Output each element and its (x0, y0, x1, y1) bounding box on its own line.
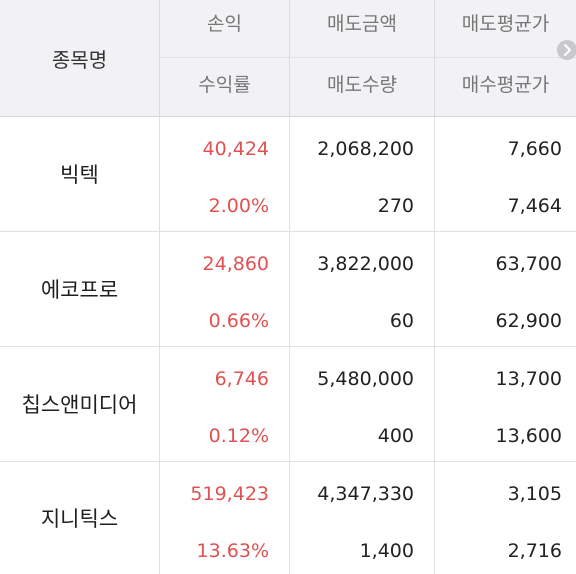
header-sell-amount[interactable]: 매도금액 (327, 13, 397, 35)
sell-amount-value: 5,480,000 (317, 368, 414, 390)
average-cell: 3,105 2,716 (435, 462, 576, 574)
sell-amount-value: 2,068,200 (317, 138, 414, 160)
header-profit[interactable]: 손익 (207, 13, 242, 35)
return-rate-value: 0.12% (208, 425, 269, 447)
sell-average-value: 3,105 (507, 483, 562, 505)
stock-name[interactable]: 에코프로 (0, 232, 160, 346)
profit-value: 6,746 (214, 368, 269, 390)
sell-cell: 3,822,000 60 (290, 232, 435, 346)
profit-cell: 40,424 2.00% (160, 117, 290, 231)
table-row[interactable]: 에코프로 24,860 0.66% 3,822,000 60 63,700 62… (0, 232, 576, 347)
buy-average-value: 2,716 (507, 540, 562, 562)
profit-value: 519,423 (190, 483, 269, 505)
buy-average-value: 62,900 (495, 310, 562, 332)
table-row[interactable]: 빅텍 40,424 2.00% 2,068,200 270 7,660 7,46… (0, 117, 576, 232)
sell-quantity-value: 60 (389, 310, 414, 332)
sell-average-value: 7,660 (507, 138, 562, 160)
header-sell-column: 매도금액 매도수량 (290, 0, 435, 116)
average-cell: 7,660 7,464 (435, 117, 576, 231)
average-cell: 63,700 62,900 (435, 232, 576, 346)
profit-cell: 519,423 13.63% (160, 462, 290, 574)
header-average-column: 매도평균가 매수평균가 (435, 0, 576, 116)
header-profit-column: 손익 수익률 (160, 0, 290, 116)
sell-amount-value: 3,822,000 (317, 253, 414, 275)
header-divider (160, 57, 289, 58)
return-rate-value: 0.66% (208, 310, 269, 332)
sell-amount-value: 4,347,330 (317, 483, 414, 505)
profit-value: 40,424 (202, 138, 269, 160)
header-divider (435, 57, 576, 58)
profit-cell: 24,860 0.66% (160, 232, 290, 346)
stock-name[interactable]: 지니틱스 (0, 462, 160, 574)
return-rate-value: 13.63% (196, 540, 269, 562)
header-sell-average[interactable]: 매도평균가 (461, 13, 550, 35)
header-return-rate[interactable]: 수익률 (198, 74, 251, 96)
header-stock-name[interactable]: 종목명 (0, 0, 160, 116)
sell-cell: 2,068,200 270 (290, 117, 435, 231)
stock-name[interactable]: 빅텍 (0, 117, 160, 231)
sell-average-value: 63,700 (495, 253, 562, 275)
sell-quantity-value: 1,400 (359, 540, 414, 562)
table-row[interactable]: 칩스앤미디어 6,746 0.12% 5,480,000 400 13,700 … (0, 347, 576, 462)
average-cell: 13,700 13,600 (435, 347, 576, 461)
table-header: 종목명 손익 수익률 매도금액 매도수량 매도평균가 매수평균가 (0, 0, 576, 117)
buy-average-value: 13,600 (495, 425, 562, 447)
sell-quantity-value: 270 (377, 195, 414, 217)
sell-cell: 4,347,330 1,400 (290, 462, 435, 574)
return-rate-value: 2.00% (208, 195, 269, 217)
chevron-right-icon[interactable] (557, 40, 576, 60)
stock-name[interactable]: 칩스앤미디어 (0, 347, 160, 461)
sell-quantity-value: 400 (377, 425, 414, 447)
buy-average-value: 7,464 (507, 195, 562, 217)
header-buy-average[interactable]: 매수평균가 (461, 74, 550, 96)
profit-cell: 6,746 0.12% (160, 347, 290, 461)
table-row[interactable]: 지니틱스 519,423 13.63% 4,347,330 1,400 3,10… (0, 462, 576, 574)
sell-cell: 5,480,000 400 (290, 347, 435, 461)
header-sell-quantity[interactable]: 매도수량 (327, 74, 397, 96)
sell-average-value: 13,700 (495, 368, 562, 390)
header-divider (290, 57, 434, 58)
profit-value: 24,860 (202, 253, 269, 275)
